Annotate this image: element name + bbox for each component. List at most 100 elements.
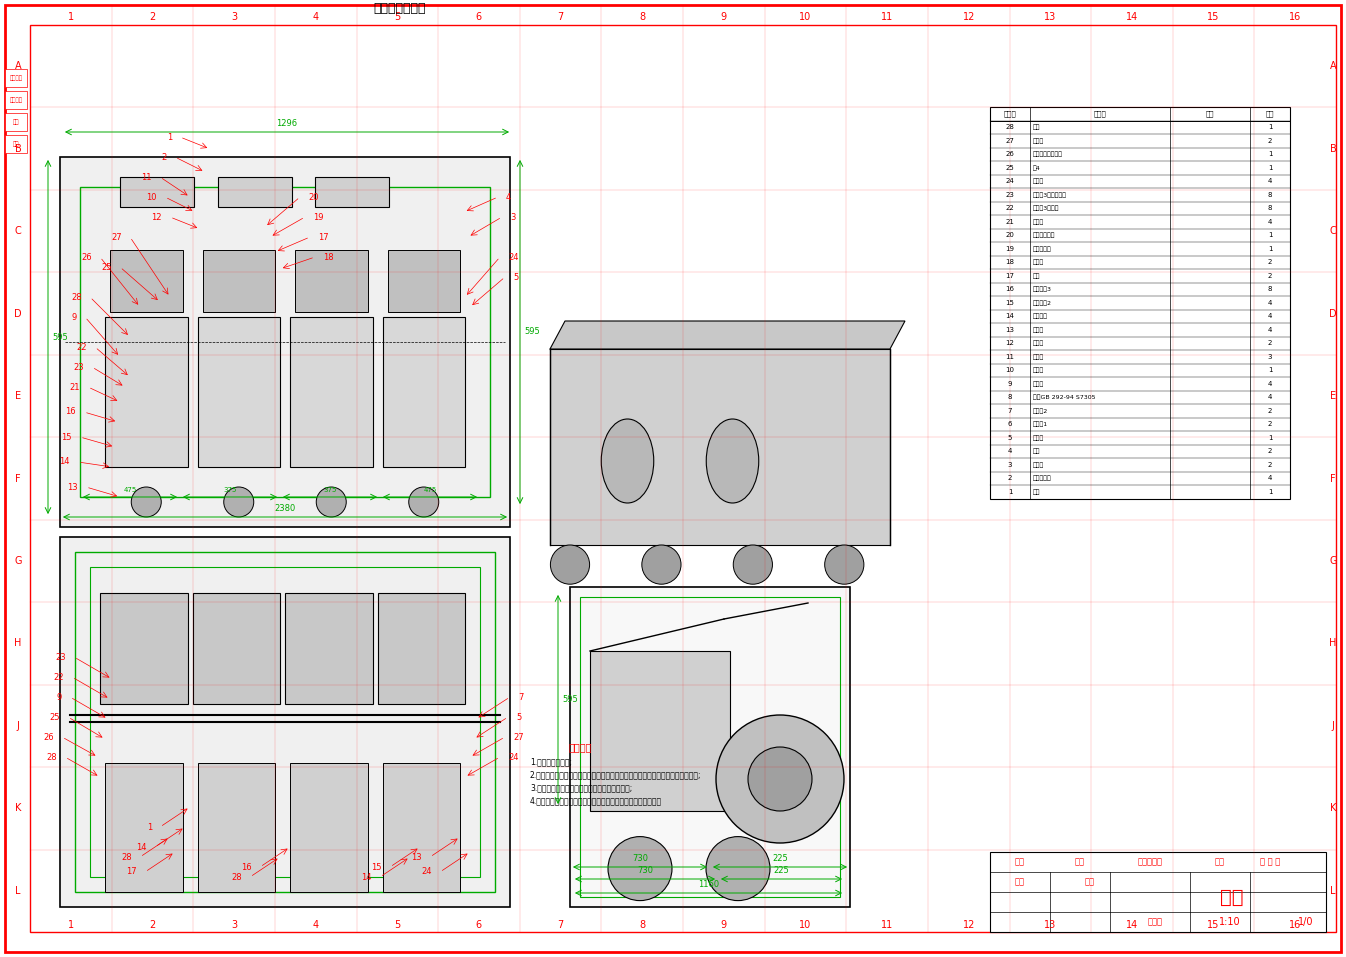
Text: 15: 15 (62, 433, 71, 441)
Bar (105, 763, 183, 892)
Bar (295, 250, 367, 312)
Text: 14: 14 (59, 457, 70, 466)
Text: 9: 9 (57, 693, 62, 701)
Bar (569, 587, 851, 907)
Text: 8: 8 (1008, 394, 1012, 400)
Text: 595: 595 (52, 332, 67, 342)
Circle shape (642, 545, 681, 584)
Text: 技术要求: 技术要求 (568, 742, 592, 752)
Text: 22: 22 (1005, 205, 1015, 211)
Text: 说明: 说明 (1206, 110, 1214, 117)
Text: 工艺: 工艺 (1085, 878, 1096, 886)
Text: 18: 18 (323, 253, 334, 261)
Text: 9: 9 (720, 12, 727, 22)
Text: 项目号: 项目号 (1004, 110, 1016, 117)
Text: G: G (1330, 556, 1337, 566)
Text: 16: 16 (1289, 12, 1302, 22)
Text: 10: 10 (147, 192, 157, 202)
Text: 15: 15 (1005, 300, 1015, 305)
Text: 更改标记: 更改标记 (9, 98, 23, 102)
Text: 24: 24 (507, 752, 518, 762)
Text: 填土板: 填土板 (1032, 462, 1044, 468)
Text: 8: 8 (1268, 286, 1272, 292)
Text: 475: 475 (424, 487, 436, 493)
Polygon shape (551, 349, 890, 391)
Text: 28: 28 (46, 752, 57, 762)
Text: 23: 23 (1005, 191, 1015, 198)
Text: C: C (15, 226, 22, 236)
Text: 2: 2 (1008, 476, 1012, 481)
Text: 4: 4 (1268, 394, 1272, 400)
Text: 9: 9 (1008, 381, 1012, 387)
Text: 10: 10 (1005, 367, 1015, 373)
Text: 7: 7 (557, 12, 564, 22)
Text: 1296: 1296 (276, 119, 297, 128)
Bar (590, 651, 730, 811)
Text: 9: 9 (71, 313, 77, 322)
Text: 2: 2 (1268, 341, 1272, 346)
Circle shape (748, 747, 812, 811)
Text: 年 月 日: 年 月 日 (1260, 857, 1280, 866)
Text: 菜苗架3组固定压架: 菜苗架3组固定压架 (1032, 192, 1067, 197)
Bar (5, 91, 27, 109)
Bar (382, 763, 460, 892)
Text: 2: 2 (149, 12, 156, 22)
Text: 9: 9 (720, 920, 727, 930)
Text: 箱体固定2: 箱体固定2 (1032, 300, 1053, 305)
Text: 13: 13 (67, 482, 78, 492)
Text: 零件号: 零件号 (1093, 110, 1106, 117)
Text: 18: 18 (1005, 259, 1015, 265)
Text: 轴端盖: 轴端盖 (1032, 138, 1044, 144)
Text: 8: 8 (639, 920, 645, 930)
Text: 24: 24 (507, 253, 518, 261)
Text: 25: 25 (50, 713, 61, 722)
Text: L: L (15, 886, 20, 896)
Bar (580, 597, 840, 897)
Text: 2.装配前应对零、部件的主要配合尺寸，特别是过盈配合尺寸及相关精度进行复查;: 2.装配前应对零、部件的主要配合尺寸，特别是过盈配合尺寸及相关精度进行复查; (530, 770, 701, 780)
Text: 2: 2 (149, 920, 156, 930)
Bar (388, 250, 460, 312)
Ellipse shape (707, 419, 759, 503)
Text: 2: 2 (1268, 448, 1272, 455)
Text: 4: 4 (506, 192, 511, 202)
Text: 1: 1 (1268, 124, 1272, 130)
Text: 28: 28 (232, 873, 242, 881)
Text: 4: 4 (1268, 476, 1272, 481)
Text: 轴承盖2: 轴承盖2 (1032, 408, 1049, 413)
Text: 2: 2 (1268, 259, 1272, 265)
Text: 3: 3 (1008, 461, 1012, 468)
Text: 730: 730 (637, 866, 653, 875)
Text: 225: 225 (774, 866, 789, 875)
Text: 16: 16 (1289, 920, 1302, 930)
Polygon shape (551, 321, 905, 349)
Text: 菜苗架: 菜苗架 (1032, 367, 1044, 373)
Text: 架体: 架体 (1032, 124, 1040, 130)
Text: 17: 17 (318, 233, 328, 241)
Bar (61, 537, 510, 907)
Circle shape (551, 545, 590, 584)
Text: 15: 15 (371, 862, 382, 872)
Bar (202, 250, 275, 312)
Text: 菜苗板: 菜苗板 (1032, 341, 1044, 346)
Text: L: L (1330, 886, 1335, 896)
Text: 4: 4 (1008, 448, 1012, 455)
Text: 1.零件全部做化处;: 1.零件全部做化处; (530, 758, 572, 767)
Text: 2: 2 (162, 152, 167, 162)
Circle shape (825, 545, 864, 584)
Text: 填土板支架: 填土板支架 (1032, 476, 1051, 481)
Text: 1: 1 (67, 12, 74, 22)
Text: 菜苗框: 菜苗框 (1032, 354, 1044, 360)
Text: 12: 12 (962, 12, 975, 22)
Bar (100, 592, 187, 703)
Bar (61, 157, 510, 527)
Text: 475: 475 (124, 487, 137, 493)
Text: 菜苗框: 菜苗框 (1032, 381, 1044, 387)
Text: 轴承帽: 轴承帽 (1032, 434, 1044, 440)
Text: 4: 4 (1268, 178, 1272, 185)
Text: 12: 12 (962, 920, 975, 930)
Bar (218, 177, 292, 207)
Text: 26: 26 (1005, 151, 1015, 157)
Text: 油菜免耕播种机: 油菜免耕播种机 (374, 3, 427, 15)
Text: 轴承GB 292-94 S7305: 轴承GB 292-94 S7305 (1032, 394, 1096, 400)
Circle shape (409, 487, 439, 517)
